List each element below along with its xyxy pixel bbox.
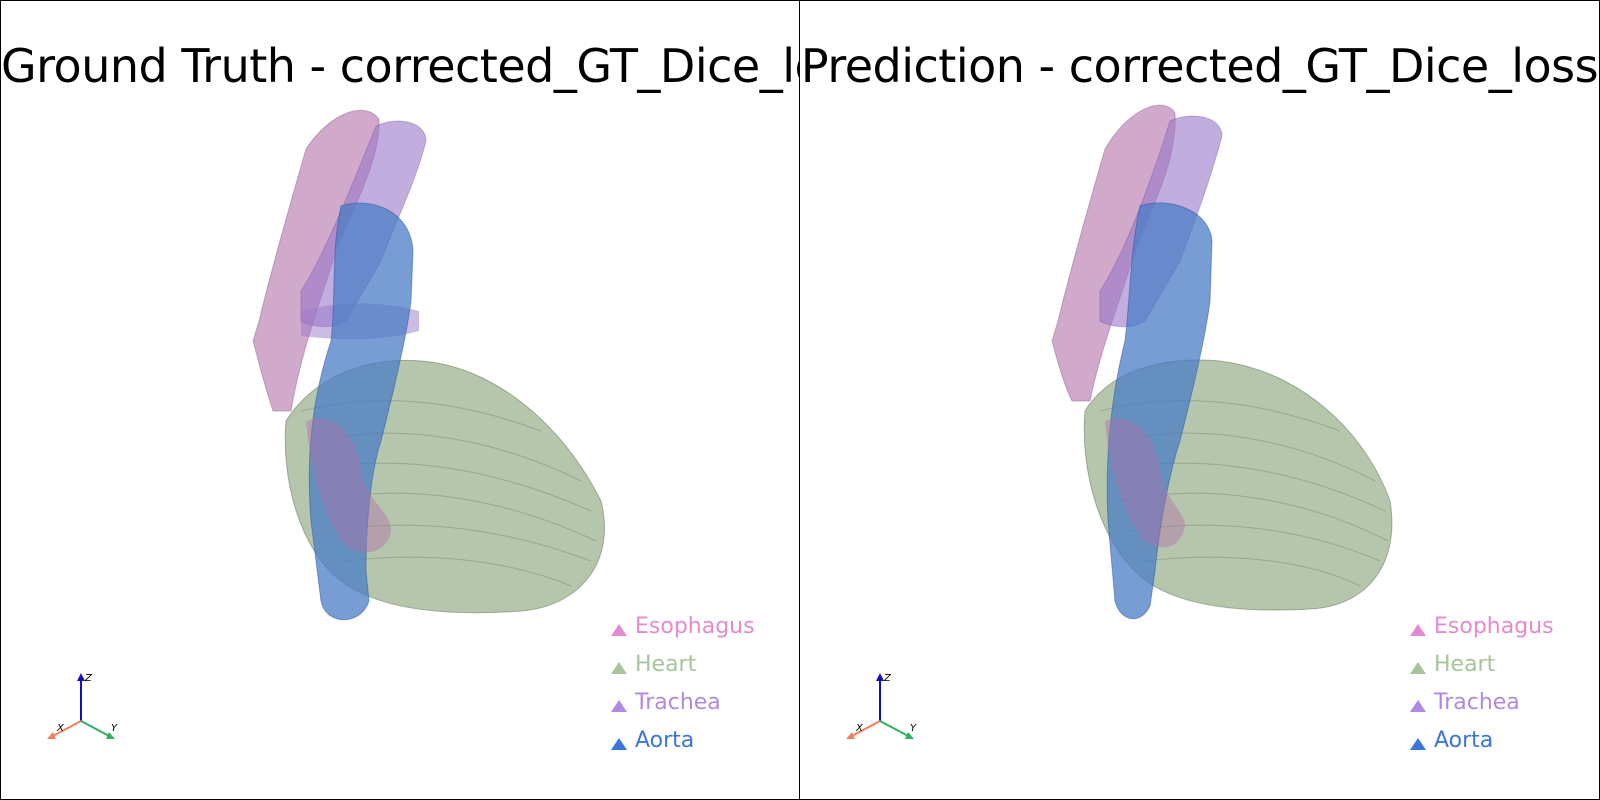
legend-item-heart: Heart xyxy=(611,645,755,683)
viewport-title: Prediction - corrected_GT_Dice_loss xyxy=(800,39,1599,93)
axis-label-x: X xyxy=(56,723,65,734)
legend-item-aorta: Aorta xyxy=(1410,721,1554,759)
esophagus-lower xyxy=(306,418,391,553)
axis-label-z: Z xyxy=(883,673,892,684)
legend-label: Heart xyxy=(1434,651,1496,677)
legend-label: Trachea xyxy=(1434,689,1520,715)
triangle-marker-icon xyxy=(611,662,627,674)
triangle-marker-icon xyxy=(611,738,627,750)
aorta-mesh xyxy=(1106,202,1213,619)
orientation-axes-icon: Z X Y xyxy=(846,673,917,739)
legend-item-esophagus: Esophagus xyxy=(611,607,755,645)
legend: Esophagus Heart Trachea Aorta xyxy=(1410,607,1554,759)
3d-render-scene[interactable] xyxy=(800,1,1599,799)
esophagus-mesh xyxy=(252,109,380,412)
triangle-marker-icon xyxy=(1410,738,1426,750)
axis-label-z: Z xyxy=(84,673,93,684)
orientation-axes-icon: Z X Y xyxy=(47,673,118,739)
legend-label: Aorta xyxy=(1434,727,1494,753)
axis-label-y: Y xyxy=(910,723,917,734)
legend-item-heart: Heart xyxy=(1410,645,1554,683)
legend-item-aorta: Aorta xyxy=(611,721,755,759)
legend-item-trachea: Trachea xyxy=(611,683,755,721)
esophagus-lower xyxy=(1105,418,1185,548)
triangle-marker-icon xyxy=(1410,662,1426,674)
triangle-marker-icon xyxy=(1410,700,1426,712)
3d-render-scene[interactable] xyxy=(1,1,800,799)
legend-label: Esophagus xyxy=(1434,613,1554,639)
esophagus-mesh xyxy=(1051,104,1176,402)
legend-label: Esophagus xyxy=(635,613,755,639)
legend-label: Trachea xyxy=(635,689,721,715)
triangle-marker-icon xyxy=(611,624,627,636)
axis-label-x: X xyxy=(855,723,864,734)
triangle-marker-icon xyxy=(1410,624,1426,636)
legend-item-trachea: Trachea xyxy=(1410,683,1554,721)
triangle-marker-icon xyxy=(611,700,627,712)
axis-label-y: Y xyxy=(111,723,118,734)
legend: Esophagus Heart Trachea Aorta xyxy=(611,607,755,759)
legend-label: Aorta xyxy=(635,727,695,753)
legend-label: Heart xyxy=(635,651,697,677)
prediction-viewport[interactable]: Prediction - corrected_GT_Dice_loss Esop… xyxy=(799,0,1600,800)
legend-item-esophagus: Esophagus xyxy=(1410,607,1554,645)
aorta-mesh xyxy=(308,202,414,621)
viewport-title: Ground Truth - corrected_GT_Dice_loss xyxy=(1,39,801,93)
ground-truth-viewport[interactable]: Ground Truth - corrected_GT_Dice_loss Es… xyxy=(0,0,801,800)
